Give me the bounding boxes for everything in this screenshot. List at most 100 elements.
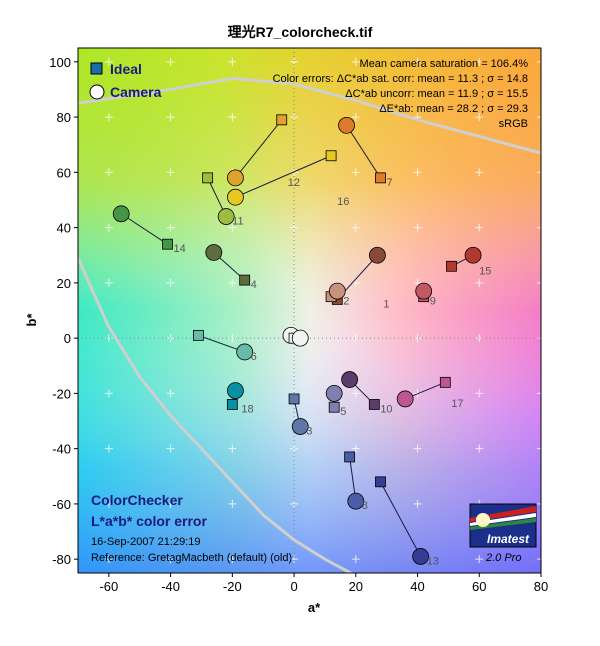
grid-mark xyxy=(413,168,422,177)
chart-reference: Reference: GretagMacbeth (default) (old) xyxy=(91,552,292,564)
legend-camera-label: Camera xyxy=(110,84,162,100)
ideal-marker xyxy=(375,476,386,488)
y-tick-label: -20 xyxy=(52,386,71,401)
error-vector xyxy=(235,119,283,179)
ideal-marker xyxy=(192,329,204,341)
grid-mark xyxy=(228,499,237,508)
x-axis-title: a* xyxy=(308,600,321,615)
grid-mark xyxy=(228,113,237,122)
camera-marker xyxy=(369,246,386,264)
patch-label: 15 xyxy=(479,265,491,277)
grid-mark xyxy=(228,223,237,232)
camera-marker xyxy=(341,371,359,388)
grid-mark xyxy=(228,444,237,453)
y-axis-title: b* xyxy=(24,313,39,327)
x-tick-label: -20 xyxy=(223,579,242,594)
grid-mark xyxy=(166,555,175,564)
grid-mark xyxy=(166,389,175,398)
grid-mark xyxy=(351,168,360,177)
chart-title: 理光R7_colorcheck.tif xyxy=(228,24,373,40)
y-tick-label: -60 xyxy=(52,497,71,512)
y-tick-label: 20 xyxy=(57,276,71,291)
grid-mark xyxy=(537,389,541,398)
x-tick-label: 0 xyxy=(290,579,297,594)
patch-label: 5 xyxy=(340,406,346,418)
patch-label: 16 xyxy=(337,196,349,208)
grid-mark xyxy=(537,113,541,122)
patch-label: 6 xyxy=(251,351,257,363)
grid-mark xyxy=(290,113,299,122)
grid-mark xyxy=(351,57,360,66)
grid-mark xyxy=(351,389,360,398)
ideal-marker xyxy=(202,172,214,184)
grid-mark xyxy=(166,499,175,508)
camera-marker xyxy=(325,384,343,402)
gamut-boundary xyxy=(78,76,541,573)
ideal-marker xyxy=(439,376,451,388)
patch-label: 11 xyxy=(232,216,243,228)
grid-mark xyxy=(475,334,484,343)
x-tick-label: 60 xyxy=(472,579,486,594)
plot-frame xyxy=(77,47,542,574)
grid-mark xyxy=(537,499,541,508)
stat-colorspace: sRGB xyxy=(499,118,528,130)
grid-mark xyxy=(166,223,175,232)
legend-ideal-marker xyxy=(90,62,103,75)
stat-dc-uncorr: ΔC*ab uncorr: mean = 11.9 ; σ = 15.5 xyxy=(345,88,528,100)
grid-mark xyxy=(351,278,360,287)
grid-mark xyxy=(475,223,484,232)
grid-mark xyxy=(104,555,113,564)
grid-mark xyxy=(475,389,484,398)
patch-label: 7 xyxy=(386,177,392,189)
grid-mark xyxy=(537,223,541,232)
logo-label: Imatest xyxy=(487,532,530,546)
grid-mark xyxy=(413,444,422,453)
colorchecker-title: ColorChecker xyxy=(91,492,183,508)
grid-mark xyxy=(537,168,541,177)
grid-mark xyxy=(413,499,422,508)
error-stats: Mean camera saturation = 106.4% Color er… xyxy=(273,58,529,130)
camera-marker xyxy=(347,492,365,510)
grid-mark xyxy=(166,113,175,122)
grid-mark xyxy=(104,168,113,177)
ideal-marker xyxy=(276,114,288,126)
version-label: 2.0 Pro xyxy=(485,552,521,564)
patch-label: 13 xyxy=(427,555,439,567)
grid-mark xyxy=(475,113,484,122)
gamut-line-lower xyxy=(78,257,354,573)
patch-label: 10 xyxy=(380,403,392,415)
y-tick-label: -40 xyxy=(52,442,71,457)
patch-label: 3 xyxy=(306,426,312,438)
grid-mark xyxy=(475,168,484,177)
patch-label: 2 xyxy=(343,296,349,308)
y-tick-label: -80 xyxy=(52,552,71,567)
patch-label: 9 xyxy=(430,296,436,308)
patch-label: 17 xyxy=(451,398,463,410)
camera-marker xyxy=(236,343,254,361)
grid-mark xyxy=(475,555,484,564)
grid-mark xyxy=(475,444,484,453)
grid-mark xyxy=(475,57,484,66)
grid-mark xyxy=(166,57,175,66)
stat-saturation: Mean camera saturation = 106.4% xyxy=(360,58,529,70)
camera-marker xyxy=(464,246,482,264)
imatest-logo-icon: Imatest xyxy=(469,503,537,548)
camera-marker xyxy=(291,418,309,435)
grid-mark xyxy=(166,278,175,287)
error-vector xyxy=(120,213,168,245)
y-tick-label: 60 xyxy=(57,165,71,180)
grid-mark xyxy=(537,57,541,66)
ideal-marker xyxy=(162,238,173,250)
camera-marker xyxy=(112,205,130,223)
grid-mark xyxy=(104,499,113,508)
legend-camera-marker xyxy=(89,84,105,100)
colorchecker-info: ColorChecker L*a*b* color error 16-Sep-2… xyxy=(91,492,292,564)
axis-ticks: -60 -40 -20 0 20 40 60 80 -80 -60 -40 -20 0 20 40 60 80 1… xyxy=(49,55,548,594)
chart-date: 16-Sep-2007 21:29:19 xyxy=(91,536,200,548)
y-tick-label: 80 xyxy=(57,110,71,125)
camera-marker xyxy=(227,382,244,400)
grid-mark xyxy=(228,278,237,287)
patch-label: 4 xyxy=(251,279,257,291)
